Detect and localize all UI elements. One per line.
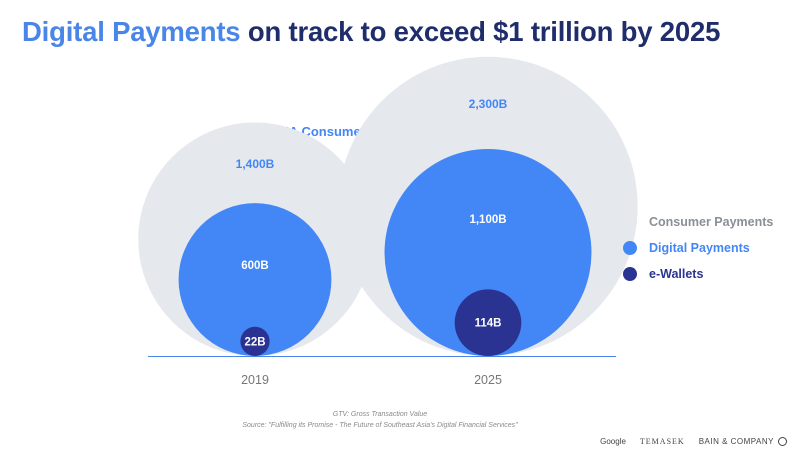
legend-swatch-icon <box>623 267 637 281</box>
value-label-digital-payments-2019: 600B <box>241 260 269 272</box>
legend-item: Digital Payments <box>623 235 773 261</box>
legend-label: e-Wallets <box>649 267 704 281</box>
temasek-logo: TEMASEK <box>639 437 685 446</box>
legend-swatch-icon <box>623 241 637 255</box>
legend-swatch-icon <box>623 215 637 229</box>
value-label-consumer-payments-2019: 1,400B <box>236 157 275 171</box>
legend-item: Consumer Payments <box>623 209 773 235</box>
page-title: Digital Payments on track to exceed $1 t… <box>22 16 720 48</box>
partner-logos: Google TEMASEK BAIN & COMPANY <box>600 437 787 446</box>
title-rest: on track to exceed $1 trillion by 2025 <box>247 16 721 47</box>
google-logo: Google <box>600 437 626 446</box>
value-label-digital-payments-2025: 1,100B <box>469 214 506 226</box>
gtv-definition: GTV: Gross Transaction Value <box>332 411 428 418</box>
legend-item: e-Wallets <box>623 261 773 287</box>
legend-label: Consumer Payments <box>649 215 774 229</box>
title-highlight: Digital Payments <box>22 16 241 47</box>
legend-label: Digital Payments <box>649 241 750 255</box>
bain-logo-text: BAIN & COMPANY <box>698 437 774 446</box>
value-label-e-wallets-2025: 114B <box>475 318 502 330</box>
source-note: Source: "Fulfilling its Promise - The Fu… <box>242 422 518 429</box>
category-label-2025: 2025 <box>474 373 502 387</box>
value-label-e-wallets-2019: 22B <box>244 336 265 348</box>
digital-payments-bubble-2019 <box>178 203 332 356</box>
bain-mark-icon <box>778 437 787 446</box>
value-label-consumer-payments-2025: 2,300B <box>469 97 508 111</box>
chart-legend: Consumer Payments Digital Payments e-Walle… <box>623 209 773 287</box>
e-wallets-bubble-2025 <box>454 289 522 357</box>
category-label-2019: 2019 <box>241 373 269 387</box>
e-wallets-bubble-2019 <box>240 326 270 356</box>
digital-payments-bubble-2025 <box>384 149 592 356</box>
bain-logo: BAIN & COMPANY <box>699 437 787 446</box>
